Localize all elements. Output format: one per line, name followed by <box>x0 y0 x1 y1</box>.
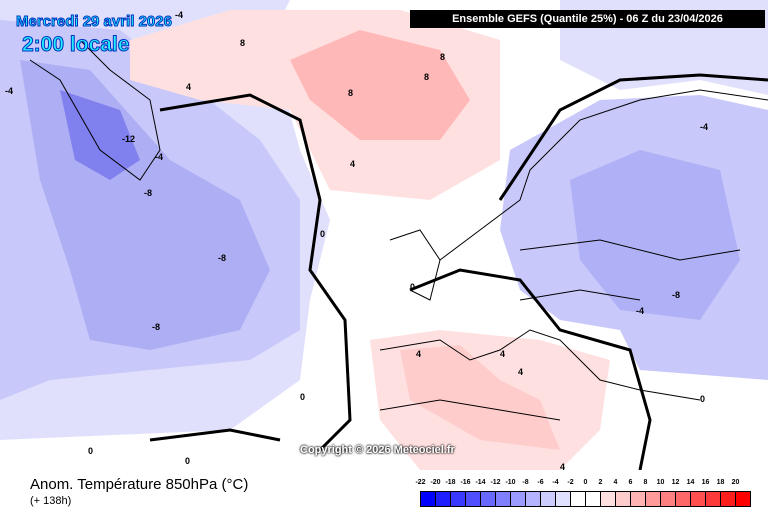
cold-anomaly-greenland-core <box>60 90 140 180</box>
svg-text:-4: -4 <box>700 122 708 132</box>
svg-text:4: 4 <box>518 367 523 377</box>
svg-text:4: 4 <box>560 462 565 470</box>
svg-text:-4: -4 <box>175 10 183 20</box>
colorbar-swatch <box>451 492 466 506</box>
ensemble-run-label: Ensemble GEFS (Quantile 25%) - 06 Z du 2… <box>410 10 765 28</box>
colorbar-tick-label: 16 <box>701 479 710 486</box>
colorbar-tick-label: 14 <box>686 479 695 486</box>
colorbar-swatch <box>736 492 750 506</box>
colorbar-tick-label: 20 <box>731 479 740 486</box>
colorbar-tick-label: 10 <box>656 479 665 486</box>
colorbar-swatch <box>616 492 631 506</box>
contour-labels: -4 -4 -12 -4 -8 -8 -8 8 8 8 8 4 4 0 0 0 … <box>5 10 708 470</box>
colorbar-tick-label: 12 <box>671 479 680 486</box>
colorbar-tick-label: -10 <box>505 479 516 486</box>
svg-text:8: 8 <box>348 88 353 98</box>
colorbar-tick-label: -12 <box>490 479 501 486</box>
coastlines <box>29 39 768 421</box>
colorbar-swatch <box>706 492 721 506</box>
colorbar-swatch <box>571 492 586 506</box>
colorbar-swatch <box>646 492 661 506</box>
colorbar-tick-label: 18 <box>716 479 725 486</box>
zero-contour <box>149 73 768 470</box>
svg-text:4: 4 <box>500 349 505 359</box>
colorbar-swatch <box>721 492 736 506</box>
colorbar-tick-label: 8 <box>643 479 648 486</box>
colorbar-tick-label: -18 <box>445 479 456 486</box>
colorbar-swatch <box>631 492 646 506</box>
colorbar-tick-label: -16 <box>460 479 471 486</box>
svg-text:-4: -4 <box>636 306 644 316</box>
colorbar <box>420 491 751 507</box>
legend-title: Anom. Température 850hPa (°C) <box>30 476 249 493</box>
svg-text:0: 0 <box>700 394 705 404</box>
colorbar-swatch <box>691 492 706 506</box>
colorbar-tick-label: -8 <box>522 479 529 486</box>
colorbar-tick-label: 6 <box>628 479 633 486</box>
svg-text:8: 8 <box>440 52 445 62</box>
svg-text:-4: -4 <box>155 152 163 162</box>
svg-text:0: 0 <box>410 282 415 292</box>
copyright: Copyright © 2026 Meteociel.fr <box>300 444 455 456</box>
svg-text:0: 0 <box>300 392 305 402</box>
colorbar-tick-label: 2 <box>598 479 603 486</box>
svg-text:0: 0 <box>88 446 93 456</box>
svg-text:4: 4 <box>186 82 191 92</box>
svg-text:8: 8 <box>240 38 245 48</box>
colorbar-tick-label: -14 <box>475 479 486 486</box>
colorbar-swatch <box>541 492 556 506</box>
colorbar-swatch <box>481 492 496 506</box>
warm-anomaly-south-core <box>400 345 560 450</box>
colorbar-tick-label: -2 <box>567 479 574 486</box>
svg-text:4: 4 <box>350 159 355 169</box>
colorbar-tick-label: 4 <box>613 479 618 486</box>
cold-anomaly-east-core <box>570 150 740 320</box>
svg-text:8: 8 <box>424 72 429 82</box>
colorbar-tick-label: 0 <box>583 479 588 486</box>
forecast-date: Mercredi 29 avril 2026 <box>16 13 173 31</box>
svg-text:-8: -8 <box>152 322 160 332</box>
colorbar-swatch <box>511 492 526 506</box>
svg-text:-4: -4 <box>5 86 13 96</box>
svg-text:0: 0 <box>185 456 190 466</box>
temperature-anomaly-map: -4 -4 -12 -4 -8 -8 -8 8 8 8 8 4 4 0 0 0 … <box>0 0 768 470</box>
colorbar-tick-label: -20 <box>430 479 441 486</box>
forecast-lead-time: (+ 138h) <box>30 495 72 507</box>
colorbar-swatch <box>496 492 511 506</box>
colorbar-swatch <box>526 492 541 506</box>
colorbar-tick-label: -4 <box>552 479 559 486</box>
svg-text:4: 4 <box>416 349 421 359</box>
svg-text:0: 0 <box>320 229 325 239</box>
svg-text:-12: -12 <box>122 134 135 144</box>
svg-text:-8: -8 <box>218 253 226 263</box>
colorbar-swatch <box>586 492 601 506</box>
warm-anomaly-north-core <box>290 30 470 140</box>
colorbar-swatch <box>436 492 451 506</box>
colorbar-swatch <box>601 492 616 506</box>
colorbar-swatch <box>466 492 481 506</box>
colorbar-swatch <box>661 492 676 506</box>
colorbar-tick-label: -6 <box>537 479 544 486</box>
svg-text:-8: -8 <box>144 188 152 198</box>
colorbar-swatch <box>421 492 436 506</box>
forecast-local-time: 2:00 locale <box>21 33 130 57</box>
colorbar-ticks: -22 -20 -18 -16 -14 -12 -10 -8 -6 -4 -2 0 2 4 6 8 10 12 14… <box>413 479 743 486</box>
colorbar-swatch <box>676 492 691 506</box>
svg-text:-8: -8 <box>672 290 680 300</box>
legend-panel: Anom. Température 850hPa (°C) (+ 138h) -… <box>0 470 768 512</box>
colorbar-swatch <box>556 492 571 506</box>
colorbar-tick-label: -22 <box>415 479 426 486</box>
